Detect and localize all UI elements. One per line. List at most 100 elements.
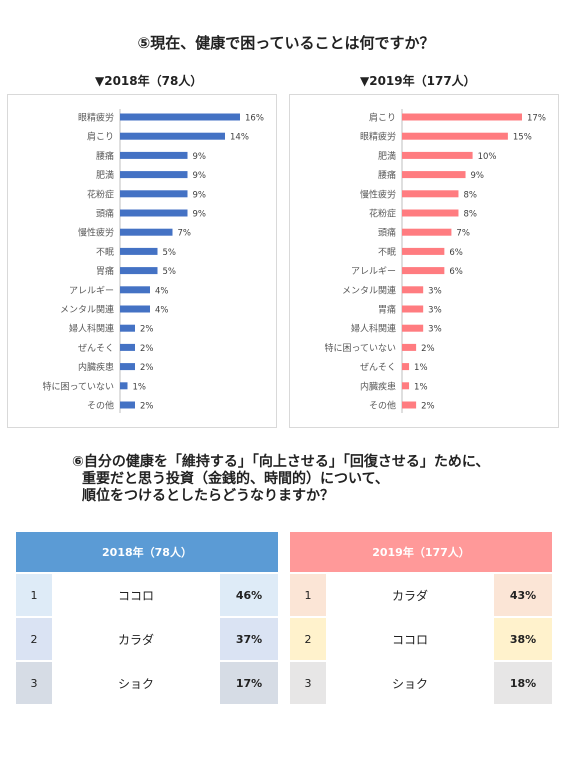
ranking-table-2018: 2018年（78人） 1 ココロ 46% 2 カラダ 37% 3 ショク 17% [16,532,278,704]
chart-2018-bar [120,382,128,390]
chart-2019-bar [402,209,459,217]
chart-2018-category-label: 眼精疲労 [78,112,114,124]
chart-2018-category-label: メンタル関連 [60,304,114,316]
chart-2018-bar [120,247,158,255]
rank-item: ココロ [326,616,494,661]
chart-2018-category-label: 肩こり [87,131,114,143]
chart-2018-title: ▼2018年（78人） [95,74,203,88]
chart-2018-bar [120,267,158,275]
chart-2019-category-label: 肥満 [378,151,396,162]
chart-2019-category-label: 肩こり [369,112,396,124]
chart-2019-data-label: 2% [421,344,435,354]
chart-2019-panel: 肩こり 17% 眼精疲労 15% 肥満 10% 腰痛 9% 慢性疲労 8% 花粉症 8% 頭痛 7% 不眠 6… [289,94,559,428]
chart-2018-category-label: ぜんそく [78,343,114,354]
chart-2018-data-label: 2% [140,363,154,373]
rank-item: カラダ [52,616,220,661]
rank-number: 2 [290,616,326,661]
chart-2018-data-label: 5% [163,267,177,277]
chart-2018-category-label: 婦人科関連 [69,323,114,335]
chart-2019-category-label: 眼精疲労 [360,131,396,143]
chart-2018-bar [120,132,225,140]
chart-2019-data-label: 10% [478,152,497,162]
chart-2018-bar [120,343,135,351]
chart-2018-data-label: 4% [155,286,169,296]
chart-2018-data-label: 2% [140,402,154,412]
chart-2019-data-label: 6% [449,248,463,258]
chart-2018-category-label: 胃痛 [96,265,114,277]
chart-2019-bar [402,228,452,236]
table-row: 3 ショク 18% [290,660,552,704]
chart-2019-category-label: 頭痛 [378,227,396,239]
chart-2019-bar [402,247,445,255]
chart-2018-panel: 眼精疲労 16% 肩こり 14% 腰痛 9% 肥満 9% 花粉症 9% 頭痛 9% 慢性疲労 7% 不眠 5%… [7,94,277,428]
chart-2018-category-label: 特に困っていない [42,380,114,392]
chart-2018-data-label: 2% [140,344,154,354]
rank-percent: 38% [494,616,552,661]
table-row: 1 カラダ 43% [290,572,552,617]
question-6-title: ⑥自分の健康を「維持する」「向上させる」「回復させる」ために、 重要だと思う投資… [72,454,542,505]
chart-2019-bar [402,151,473,159]
rank-item: ショク [52,660,220,704]
chart-2018-category-label: 腰痛 [96,150,114,162]
chart-2018-bar [120,171,188,179]
chart-2019-category-label: 慢性疲労 [360,188,396,200]
chart-2019-data-label: 3% [428,325,442,335]
rank-number: 1 [16,572,52,617]
chart-2018-category-label: 頭痛 [96,208,114,220]
chart-2018-data-label: 5% [163,248,177,258]
chart-2018-bar [120,305,150,313]
chart-2018-data-label: 9% [193,171,207,181]
chart-2019-bar [402,324,424,332]
question-6-line-3: 順位をつけるとしたらどうなりますか？ [82,488,334,504]
chart-2019-category-label: 胃痛 [378,304,396,316]
ranking-table-2019-header: 2019年（177人） [290,532,552,573]
chart-2019-data-label: 7% [456,229,470,239]
ranking-table-2018-header: 2018年（78人） [16,532,278,573]
chart-2018-data-label: 16% [245,114,264,124]
rank-percent: 43% [494,572,552,617]
chart-2019-bar [402,363,410,371]
chart-2019-bar [402,343,417,351]
chart-2018-bar [120,190,188,198]
chart-2018-category-label: 内臓疾患 [78,361,114,373]
chart-2019-category-label: その他 [369,400,396,412]
chart-2018-category-label: アレルギー [69,285,114,296]
rank-number: 2 [16,616,52,661]
chart-2018-data-label: 7% [178,229,192,239]
chart-2019-category-label: ぜんそく [360,362,396,373]
chart-2018-category-label: 不眠 [96,247,114,258]
chart-2018-category-label: その他 [87,400,114,412]
rank-percent: 37% [220,616,278,661]
chart-2019-category-label: 内臓疾患 [360,380,396,392]
chart-2019-svg: 肩こり 17% 眼精疲労 15% 肥満 10% 腰痛 9% 慢性疲労 8% 花粉症 8% 頭痛 7% 不眠 6… [324,109,546,413]
chart-2019-data-label: 1% [414,363,428,373]
chart-2018-bar [120,113,240,121]
table-row: 2 ココロ 38% [290,616,552,661]
chart-2019-data-label: 17% [527,114,546,124]
rank-item: ココロ [52,572,220,617]
chart-2019-data-label: 8% [463,190,477,200]
rank-number: 3 [16,660,52,704]
rank-percent: 18% [494,660,552,704]
chart-2018-data-label: 14% [230,133,249,143]
chart-2018-data-label: 1% [133,382,147,392]
chart-2018-data-label: 9% [193,190,207,200]
chart-2018-bar [120,363,135,371]
chart-2018-data-label: 9% [193,152,207,162]
chart-2019-data-label: 8% [463,210,477,220]
chart-2019-bar [402,171,466,179]
chart-2019-data-label: 9% [471,171,485,181]
chart-2018-category-label: 肥満 [96,170,114,181]
chart-2019-bar [402,401,417,409]
chart-2019-bar [402,382,410,390]
chart-2019-bar [402,113,522,121]
table-row: 1 ココロ 46% [16,572,278,617]
chart-2019-category-label: 特に困っていない [324,342,396,354]
chart-2019-data-label: 1% [414,382,428,392]
chart-2019-data-label: 15% [513,133,532,143]
chart-2018-bar [120,401,135,409]
chart-2019-category-label: 不眠 [378,247,396,258]
chart-2019-data-label: 6% [449,267,463,277]
ranking-table-2019: 2019年（177人） 1 カラダ 43% 2 ココロ 38% 3 ショク 18… [290,532,552,704]
chart-2018-bar [120,286,150,294]
